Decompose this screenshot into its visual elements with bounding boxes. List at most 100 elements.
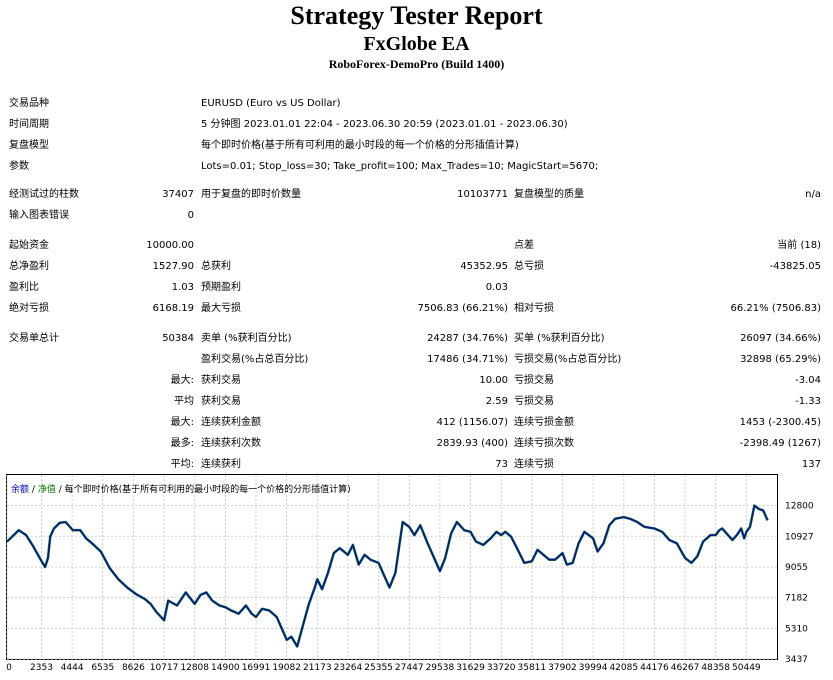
largest-profit-value: 10.00 bbox=[479, 375, 508, 386]
x-tick-label: 42085 bbox=[609, 663, 638, 673]
period-label: 时间周期 bbox=[9, 119, 49, 130]
legend-separator: / bbox=[59, 485, 63, 495]
x-tick-label: 19082 bbox=[272, 663, 301, 673]
relative-drawdown-label: 相对亏损 bbox=[514, 303, 554, 314]
x-tick-label: 0 bbox=[6, 663, 12, 673]
model-value: 每个即时价格(基于所有可利用的最小时段的每一个价格的分形插值计算) bbox=[201, 140, 519, 151]
profit-factor-value: 1.03 bbox=[171, 282, 194, 293]
x-tick-label: 27447 bbox=[395, 663, 424, 673]
x-tick-label: 37902 bbox=[548, 663, 577, 673]
total-trades-label: 交易单总计 bbox=[9, 333, 59, 344]
avg-consecutive-losses-value: 137 bbox=[801, 459, 821, 470]
total-trades-value: 50384 bbox=[162, 333, 194, 344]
x-tick-label: 16991 bbox=[242, 663, 271, 673]
maximal-drawdown-label: 最大亏损 bbox=[201, 303, 241, 314]
gross-profit-value: 45352.95 bbox=[460, 261, 508, 272]
absolute-drawdown-label: 绝对亏损 bbox=[9, 303, 49, 314]
max-consecutive-wins-value: 412 (1156.07) bbox=[436, 417, 508, 428]
most-consecutive-profit-label: 连续获利次数 bbox=[201, 438, 261, 449]
x-tick-label: 12808 bbox=[180, 663, 209, 673]
x-tick-label: 25355 bbox=[364, 663, 393, 673]
gross-profit-label: 总获利 bbox=[201, 261, 231, 272]
broker-build: RoboForex-DemoPro (Build 1400) bbox=[328, 57, 505, 71]
net-profit-value: 1527.90 bbox=[152, 261, 194, 272]
x-tick-label: 33720 bbox=[487, 663, 516, 673]
short-positions-label: 卖单 (%获利百分比) bbox=[201, 333, 292, 344]
profit-factor-label: 盈利比 bbox=[9, 282, 39, 293]
ticks-label: 用于复盘的即时价数量 bbox=[201, 189, 301, 200]
expected-payoff-label: 预期盈利 bbox=[201, 282, 241, 293]
y-tick-label: 9055 bbox=[785, 563, 808, 573]
most-consecutive-loss-value: -2398.49 (1267) bbox=[739, 438, 821, 449]
most-consecutive-loss-label: 连续亏损次数 bbox=[514, 438, 574, 449]
errors-value: 0 bbox=[187, 210, 194, 221]
average-loss-label: 亏损交易 bbox=[514, 396, 554, 407]
avg-consecutive-wins-label: 连续获利 bbox=[201, 459, 241, 470]
maximum-prefix: 最大: bbox=[170, 417, 194, 428]
absolute-drawdown-value: 6168.19 bbox=[152, 303, 194, 314]
gross-loss-value: -43825.05 bbox=[769, 261, 821, 272]
profit-trades-value: 17486 (34.71%) bbox=[427, 354, 508, 365]
y-tick-label: 5310 bbox=[785, 624, 808, 634]
x-tick-label: 21173 bbox=[303, 663, 332, 673]
average-profit-value: 2.59 bbox=[485, 396, 508, 407]
gross-loss-label: 总亏损 bbox=[514, 261, 544, 272]
y-tick-label: 12800 bbox=[785, 502, 814, 512]
symbol-label: 交易品种 bbox=[9, 98, 49, 109]
loss-trades-value: 32898 (65.29%) bbox=[740, 354, 821, 365]
spread-label: 点差 bbox=[514, 240, 534, 251]
x-tick-label: 48358 bbox=[701, 663, 730, 673]
x-tick-label: 8626 bbox=[122, 663, 145, 673]
spread-value: 当前 (18) bbox=[777, 240, 821, 251]
short-positions-value: 24287 (34.76%) bbox=[427, 333, 508, 344]
ticks-value: 10103771 bbox=[457, 189, 508, 200]
x-tick-label: 14900 bbox=[211, 663, 240, 673]
errors-label: 输入图表错误 bbox=[9, 210, 69, 221]
profit-trades-label: 盈利交易(%占总百分比) bbox=[201, 354, 309, 365]
x-tick-label: 44176 bbox=[640, 663, 669, 673]
x-tick-label: 4444 bbox=[61, 663, 84, 673]
long-positions-value: 26097 (34.66%) bbox=[740, 333, 821, 344]
x-tick-label: 50449 bbox=[732, 663, 761, 673]
model-label: 复盘模型 bbox=[9, 140, 49, 151]
x-tick-label: 23264 bbox=[334, 663, 363, 673]
x-tick-label: 31629 bbox=[456, 663, 485, 673]
legend-equity: 净值 bbox=[38, 483, 56, 495]
deposit-value: 10000.00 bbox=[146, 240, 194, 251]
grid-lines bbox=[6, 475, 777, 660]
params-value: Lots=0.01; Stop_loss=30; Take_profit=100… bbox=[201, 161, 599, 172]
chart-legend: 余额 / 净值 / 每个即时价格(基于所有可利用的最小时段的每一个价格的分形插值… bbox=[11, 483, 351, 495]
legend-model: 每个即时价格(基于所有可利用的最小时段的每一个价格的分形插值计算) bbox=[65, 483, 351, 495]
quality-value: n/a bbox=[805, 189, 821, 200]
x-tick-label: 46267 bbox=[671, 663, 700, 673]
expected-payoff-value: 0.03 bbox=[485, 282, 508, 293]
average-prefix: 平均 bbox=[174, 396, 194, 407]
max-consecutive-wins-label: 连续获利金额 bbox=[201, 417, 261, 428]
long-positions-label: 买单 (%获利百分比) bbox=[514, 333, 605, 344]
avg-consecutive-losses-label: 连续亏损 bbox=[514, 459, 554, 470]
deposit-label: 起始资金 bbox=[9, 240, 49, 251]
x-tick-label: 35811 bbox=[518, 663, 547, 673]
largest-prefix: 最大: bbox=[170, 375, 194, 386]
x-tick-label: 6535 bbox=[91, 663, 114, 673]
legend-separator: / bbox=[32, 485, 36, 495]
max-consecutive-losses-value: 1453 (-2300.45) bbox=[739, 417, 821, 428]
average-loss-value: -1.33 bbox=[795, 396, 821, 407]
bars-label: 经测试过的柱数 bbox=[9, 189, 79, 200]
legend-balance: 余额 bbox=[11, 483, 29, 495]
max-consecutive-losses-label: 连续亏损金额 bbox=[514, 417, 574, 428]
largest-loss-label: 亏损交易 bbox=[514, 375, 554, 386]
net-profit-label: 总净盈利 bbox=[9, 261, 49, 272]
avg-prefix: 平均: bbox=[170, 459, 194, 470]
x-tick-label: 29538 bbox=[426, 663, 455, 673]
maximal-drawdown-value: 7506.83 (66.21%) bbox=[417, 303, 508, 314]
period-value: 5 分钟图 2023.01.01 22:04 - 2023.06.30 20:5… bbox=[201, 119, 568, 130]
report-title: Strategy Tester Report bbox=[290, 1, 543, 30]
y-tick-label: 3437 bbox=[785, 655, 808, 665]
bars-value: 37407 bbox=[162, 189, 194, 200]
x-tick-label: 2353 bbox=[30, 663, 53, 673]
most-prefix: 最多: bbox=[170, 438, 194, 449]
ea-name: FxGlobe EA bbox=[363, 33, 470, 55]
x-tick-label: 39994 bbox=[579, 663, 608, 673]
most-consecutive-profit-value: 2839.93 (400) bbox=[436, 438, 508, 449]
